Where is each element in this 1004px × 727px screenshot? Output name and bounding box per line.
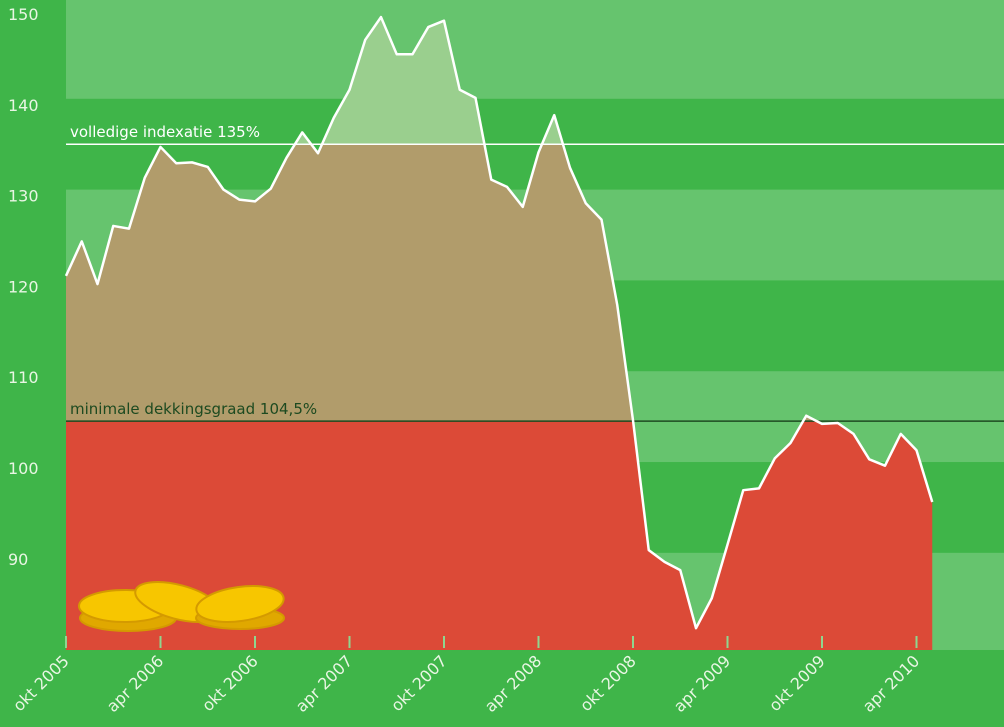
y-tick-label: 100 xyxy=(8,459,39,478)
x-tick-label: okt 2005 xyxy=(9,651,73,715)
x-tick-label: apr 2010 xyxy=(859,651,924,716)
x-tick-label: apr 2007 xyxy=(292,651,357,716)
x-tick-label: apr 2009 xyxy=(670,651,735,716)
area-fill xyxy=(66,421,933,650)
y-tick-label: 90 xyxy=(8,550,28,569)
y-tick-label: 110 xyxy=(8,368,39,387)
x-tick-label: okt 2009 xyxy=(765,651,829,715)
y-tick-label: 140 xyxy=(8,96,39,115)
reference-label: minimale dekkingsgraad 104,5% xyxy=(70,400,317,418)
coins-illustration xyxy=(78,581,285,632)
reference-label: volledige indexatie 135% xyxy=(70,123,260,141)
area-fill xyxy=(66,144,817,422)
y-tick-label: 150 xyxy=(8,5,39,24)
x-tick-label: apr 2006 xyxy=(103,651,168,716)
area-fill xyxy=(294,17,563,145)
y-tick-label: 120 xyxy=(8,277,39,296)
grid-band xyxy=(66,0,1004,99)
data-line xyxy=(64,15,934,630)
x-tick-label: okt 2008 xyxy=(576,651,640,715)
x-tick-label: okt 2007 xyxy=(387,651,451,715)
x-tick-label: okt 2006 xyxy=(198,651,262,715)
y-tick-label: 130 xyxy=(8,187,39,206)
x-tick-label: apr 2008 xyxy=(481,651,546,716)
